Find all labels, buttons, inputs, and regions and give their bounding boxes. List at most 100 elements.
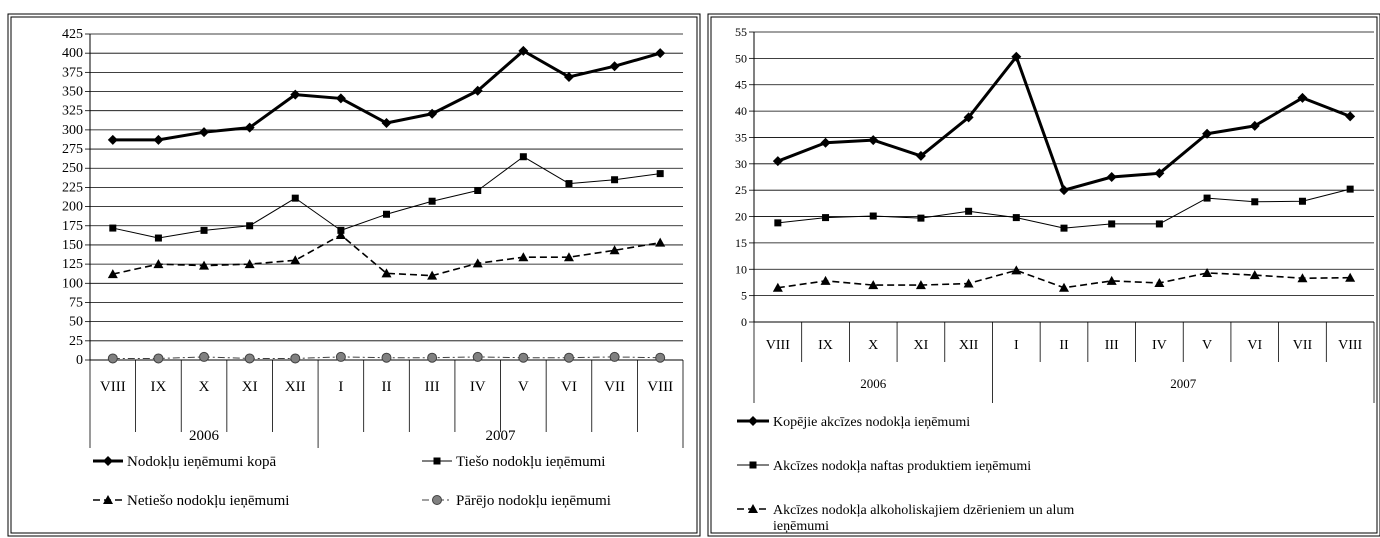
data-point	[427, 270, 438, 280]
data-point	[518, 45, 529, 56]
y-tick-label: 225	[62, 180, 83, 195]
data-point	[427, 108, 438, 119]
data-point	[290, 89, 301, 100]
data-point	[383, 210, 390, 218]
data-point	[1202, 267, 1213, 277]
data-point	[868, 135, 879, 146]
year-label: 2007	[1170, 376, 1197, 391]
data-point	[869, 212, 877, 220]
year-label: 2007	[486, 428, 517, 444]
data-point	[1203, 194, 1211, 202]
data-point	[774, 219, 782, 227]
y-tick-label: 0	[76, 353, 83, 368]
x-tick-label: XII	[959, 338, 979, 353]
data-point	[154, 234, 162, 242]
data-point	[655, 237, 666, 247]
y-tick-label: 400	[62, 46, 83, 61]
data-point	[655, 48, 666, 59]
y-tick-label: 350	[62, 85, 83, 100]
data-point	[1059, 282, 1069, 292]
data-point	[244, 353, 255, 364]
data-point	[565, 180, 573, 188]
x-tick-label: II	[382, 379, 392, 395]
data-point	[109, 224, 117, 232]
y-tick-label: 75	[69, 295, 83, 310]
legend-swatch-marker	[103, 495, 113, 504]
y-tick-label: 175	[62, 219, 83, 234]
legend-label: Netiešo nodokļu ieņēmumi	[127, 493, 289, 509]
y-tick-label: 35	[735, 130, 747, 144]
y-tick-label: 200	[62, 200, 83, 215]
data-point	[656, 170, 664, 178]
data-point	[1154, 168, 1165, 179]
y-tick-label: 55	[735, 25, 747, 39]
data-point	[381, 268, 392, 278]
y-tick-label: 50	[69, 315, 83, 330]
data-point	[291, 194, 299, 202]
data-point	[772, 282, 783, 292]
x-tick-label: XII	[285, 379, 306, 395]
data-point	[1345, 272, 1356, 282]
data-point	[335, 229, 346, 239]
data-point	[427, 352, 438, 363]
data-point	[1012, 214, 1020, 222]
x-tick-label: XI	[914, 338, 929, 353]
data-point	[153, 134, 164, 145]
legend-label: Akcīzes nodokļa naftas produktiem ieņēmu…	[773, 459, 1031, 474]
x-tick-label: III	[1105, 338, 1119, 353]
data-point	[244, 259, 255, 269]
chart-frame	[707, 13, 1380, 537]
x-tick-label: X	[868, 338, 878, 353]
y-tick-label: 375	[62, 65, 83, 80]
x-tick-label: VI	[561, 379, 577, 395]
data-point	[107, 353, 118, 364]
y-tick-label: 325	[62, 104, 83, 119]
data-point	[1106, 172, 1117, 182]
data-point	[915, 150, 926, 161]
y-tick-label: 50	[735, 51, 747, 65]
data-point	[1251, 198, 1259, 206]
x-tick-label: VIII	[1338, 338, 1362, 353]
y-tick-label: 25	[69, 334, 83, 349]
y-tick-label: 40	[735, 104, 747, 118]
x-tick-label: V	[1202, 338, 1212, 353]
data-point	[1106, 275, 1117, 285]
data-point	[563, 352, 574, 363]
data-point	[153, 353, 164, 364]
data-point	[609, 245, 620, 255]
x-tick-label: I	[1014, 338, 1019, 353]
x-tick-label: XI	[242, 379, 258, 395]
y-tick-label: 45	[735, 78, 747, 92]
data-point	[772, 156, 783, 167]
x-tick-label: I	[338, 379, 343, 395]
data-point	[472, 85, 483, 96]
data-point	[1108, 220, 1116, 228]
data-point	[153, 259, 164, 269]
x-tick-label: II	[1059, 338, 1069, 353]
data-point	[917, 214, 925, 222]
data-point	[244, 122, 255, 133]
y-tick-label: 250	[62, 161, 83, 176]
data-point	[519, 153, 527, 161]
tax-revenue-chart: 0 25 50 75 100 125 150 175 200 225 250 275 300 325 350…	[7, 13, 701, 537]
legend-label-line: ieņēmumi	[773, 519, 829, 534]
legend-label: Nodokļu ieņēmumi kopā	[127, 454, 276, 470]
y-tick-label: 150	[62, 238, 83, 253]
data-point	[563, 252, 574, 262]
data-point	[472, 351, 483, 362]
data-point	[199, 260, 210, 270]
data-point	[1155, 220, 1163, 228]
x-tick-label: IX	[151, 379, 167, 395]
x-tick-label: VIII	[766, 338, 790, 353]
x-tick-label: III	[425, 379, 440, 395]
data-point	[822, 214, 830, 222]
data-point	[820, 275, 831, 285]
legend-label: Kopējie akcīzes nodokļa ieņēmumi	[773, 415, 970, 430]
data-point	[820, 137, 831, 148]
data-point	[611, 176, 619, 184]
y-tick-label: 0	[741, 315, 747, 329]
data-point	[107, 134, 118, 145]
y-tick-label: 100	[62, 276, 83, 291]
data-point	[200, 226, 208, 234]
